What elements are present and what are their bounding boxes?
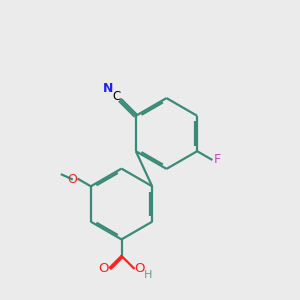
- Text: O: O: [98, 262, 109, 275]
- Text: O: O: [135, 262, 145, 275]
- Text: H: H: [144, 270, 152, 280]
- Text: C: C: [112, 90, 120, 103]
- Text: O: O: [67, 172, 77, 186]
- Text: F: F: [214, 153, 221, 166]
- Text: N: N: [103, 82, 113, 94]
